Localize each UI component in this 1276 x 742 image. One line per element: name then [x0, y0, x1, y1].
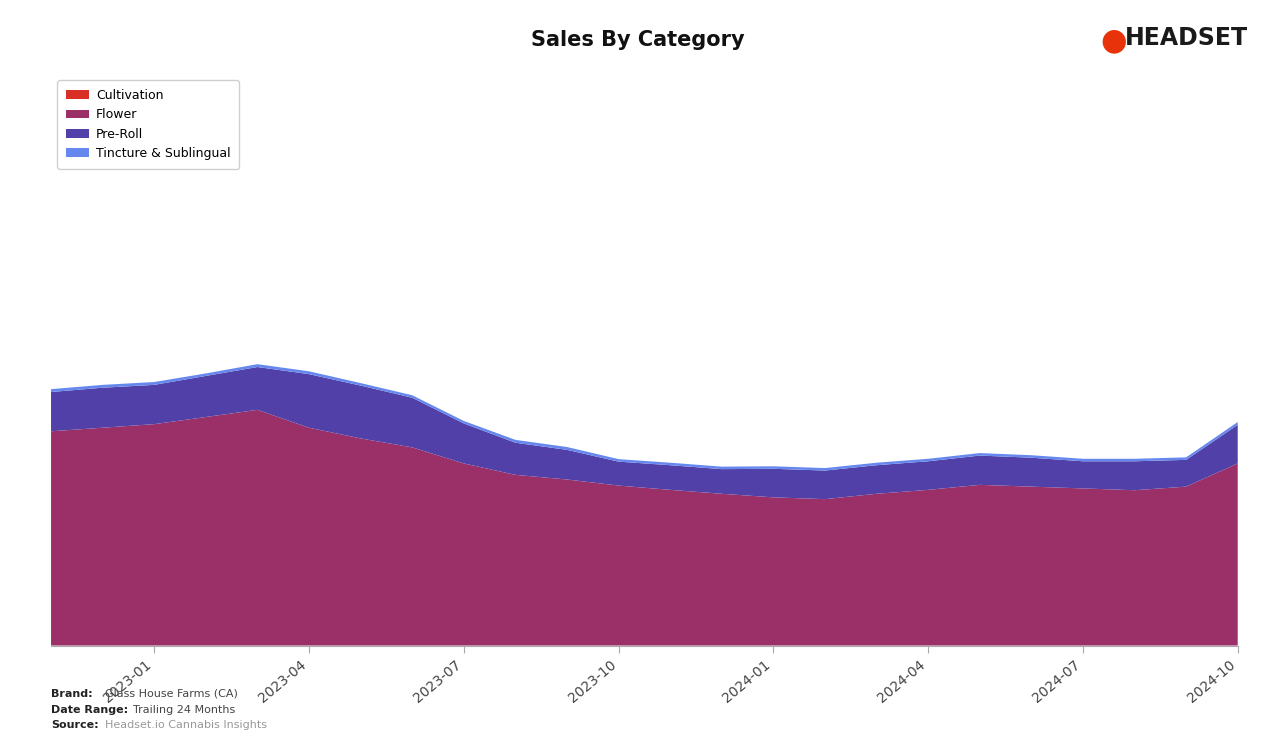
Text: Glass House Farms (CA): Glass House Farms (CA): [105, 689, 237, 698]
Text: Brand:: Brand:: [51, 689, 93, 698]
Text: ●: ●: [1100, 26, 1127, 55]
Text: Date Range:: Date Range:: [51, 705, 128, 715]
Text: HEADSET: HEADSET: [1125, 26, 1248, 50]
Text: Headset.io Cannabis Insights: Headset.io Cannabis Insights: [105, 720, 267, 729]
Text: Sales By Category: Sales By Category: [531, 30, 745, 50]
Text: Trailing 24 Months: Trailing 24 Months: [133, 705, 235, 715]
Legend: Cultivation, Flower, Pre-Roll, Tincture & Sublingual: Cultivation, Flower, Pre-Roll, Tincture …: [57, 80, 240, 168]
Text: Source:: Source:: [51, 720, 98, 729]
